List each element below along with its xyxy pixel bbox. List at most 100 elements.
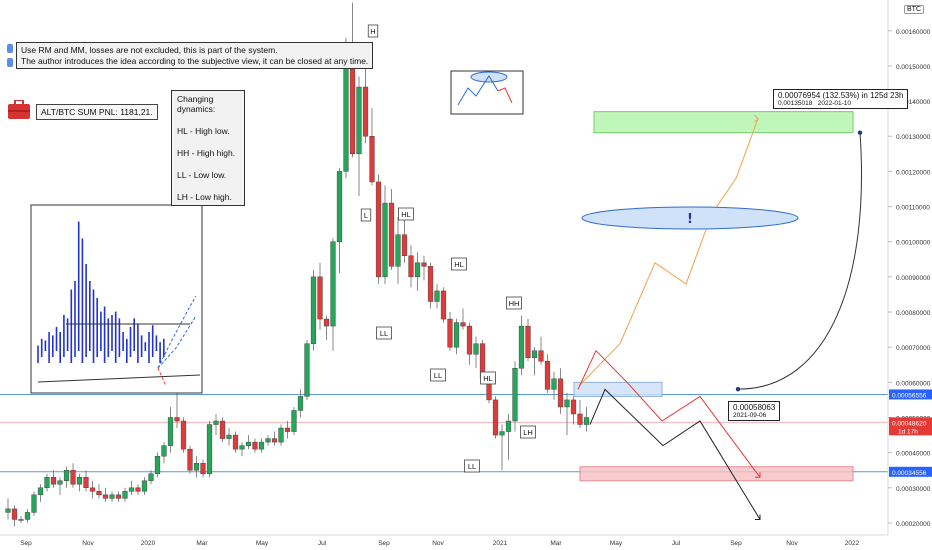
scheme-ellipse [470, 71, 508, 83]
candle-body [258, 441, 265, 450]
dynamics-legend: Changing dynamics: HL - High low. HH - H… [171, 90, 245, 206]
candle-body [583, 417, 590, 425]
stop-zone [579, 466, 854, 482]
y-tick-label: 0.00070000 [896, 345, 931, 352]
pattern-label-box [520, 425, 536, 439]
pattern-label-box [451, 257, 467, 271]
candle-body [70, 470, 76, 485]
pattern-label-box [398, 207, 414, 221]
candle-body [525, 325, 531, 358]
y-tick-label: 0.00030000 [896, 486, 931, 493]
candle-body [434, 290, 440, 302]
candle-body [44, 477, 50, 489]
pattern-label: LL [434, 371, 442, 380]
candle-body [213, 420, 219, 425]
candle-body [336, 171, 343, 242]
y-tick-label: 0.00160000 [896, 29, 931, 36]
candle-body [304, 343, 310, 397]
candle-body [375, 181, 382, 278]
candle-body [102, 494, 109, 499]
price-label-bg [889, 417, 932, 436]
y-tick-label: 0.00140000 [896, 99, 931, 106]
candle-body [408, 255, 414, 278]
candle-body [544, 361, 551, 390]
candle-body [232, 434, 239, 450]
candle-body [180, 420, 187, 450]
candle-body [271, 438, 278, 443]
candle-body [193, 463, 200, 471]
candle-body [252, 441, 258, 450]
legend-item: LL - Low low. [177, 170, 227, 180]
price-label-countdown: 1d 17h [898, 428, 918, 435]
projection-path [578, 118, 759, 387]
candle-body [427, 266, 434, 302]
candle-body [239, 445, 245, 450]
candle-body [369, 136, 375, 183]
x-tick-label: Mar [550, 540, 562, 547]
candle-body [187, 448, 193, 471]
pattern-label: LL [380, 329, 388, 338]
y-tick-label: 0.00040000 [896, 451, 931, 458]
y-tick-label: 0.00150000 [896, 64, 931, 71]
target-zone [593, 111, 854, 134]
x-tick-label: Jul [672, 540, 681, 547]
mini-chart-projection [157, 295, 197, 369]
x-tick-label: 2020 [141, 540, 156, 547]
pattern-label: HL [483, 374, 493, 383]
measure-date: 2022-01-10 [817, 100, 852, 107]
measure-tooltip: 0.00076954 (132.53%) in 125d 23h 0.00135… [773, 89, 909, 109]
legend-title: Changing dynamics: [177, 94, 216, 114]
mini-chart-support [37, 374, 201, 383]
candle-body [219, 420, 226, 439]
entry-zone [573, 381, 663, 397]
note-bullet-icon [7, 58, 13, 67]
price-label-bg [889, 389, 932, 400]
candle-body [512, 368, 518, 422]
note-line-2: The author introduces the idea according… [21, 55, 369, 66]
anchor-date: 2021-09-06 [733, 412, 767, 419]
candle-body [83, 477, 89, 489]
candle-body [265, 438, 271, 443]
candle-body [148, 473, 154, 481]
pattern-label-box [506, 296, 522, 310]
pattern-label: HL [401, 210, 411, 219]
x-tick-label: May [256, 540, 269, 547]
pattern-label: HL [454, 260, 464, 269]
candle-body [161, 445, 167, 457]
candle-body [50, 477, 57, 485]
candle-body [401, 234, 408, 256]
candle-body [284, 427, 291, 432]
pattern-label: L [364, 211, 368, 220]
anchor-label: 0.00058063 2021-09-06 [728, 401, 781, 421]
y-tick-label: 0.00020000 [896, 521, 931, 528]
candle-body [447, 318, 453, 348]
note-line-1: Use RM and MM, losses are not excluded, … [21, 45, 278, 55]
candle-body [330, 241, 336, 327]
candle-body [109, 494, 115, 499]
y-tick-label: 0.00080000 [896, 310, 931, 317]
x-tick-label: Mar [196, 540, 208, 547]
projection-path [577, 349, 761, 478]
price-label-bg [889, 466, 932, 477]
candle-body [499, 431, 505, 436]
candle-body [89, 487, 96, 492]
x-tick-label: Nov [432, 540, 444, 547]
candle-body [115, 494, 122, 499]
candle-body [382, 202, 388, 278]
price-label: 0.00034556 [892, 470, 927, 477]
measure-curve [737, 132, 862, 390]
candle-body [167, 417, 174, 446]
pattern-label-box [376, 326, 392, 340]
pattern-label: LH [523, 428, 533, 437]
candle-body [135, 487, 141, 492]
y-tick-label: 0.00110000 [896, 205, 930, 212]
candle-body [440, 290, 447, 320]
x-tick-label: Sep [20, 540, 32, 547]
pnl-label: ALT/BTC SUM PNL: 1181,21. [36, 104, 158, 120]
x-tick-label: Sep [730, 540, 742, 547]
candle-body [122, 491, 128, 499]
x-tick-label: Sep [378, 540, 390, 547]
candle-body [206, 424, 213, 474]
candle-body [466, 325, 473, 355]
candle-body [570, 399, 577, 415]
